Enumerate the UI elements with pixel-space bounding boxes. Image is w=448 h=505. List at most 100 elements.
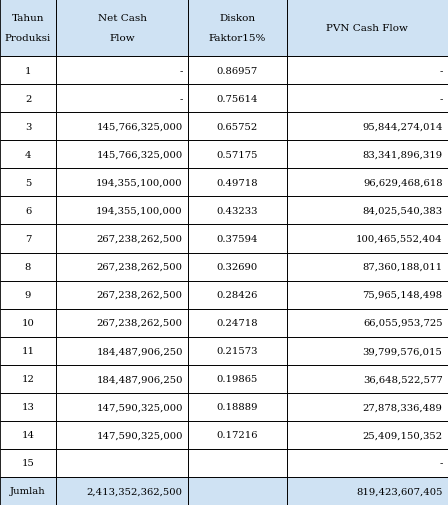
Bar bbox=[0, 449, 56, 477]
Text: 0.19865: 0.19865 bbox=[217, 375, 258, 383]
Text: 36,648,522,577: 36,648,522,577 bbox=[363, 375, 443, 383]
Text: 96,629,468,618: 96,629,468,618 bbox=[363, 179, 443, 187]
Bar bbox=[0, 0, 56, 57]
Bar bbox=[56, 113, 188, 141]
Bar bbox=[56, 337, 188, 365]
Text: 0.49718: 0.49718 bbox=[217, 179, 258, 187]
Text: 0.24718: 0.24718 bbox=[217, 319, 258, 328]
Bar bbox=[0, 225, 56, 253]
Bar bbox=[0, 85, 56, 113]
Bar bbox=[0, 253, 56, 281]
Text: 15: 15 bbox=[22, 459, 34, 468]
Bar bbox=[188, 85, 287, 113]
Bar bbox=[188, 141, 287, 169]
Text: 184,487,906,250: 184,487,906,250 bbox=[96, 375, 183, 383]
Bar bbox=[287, 337, 448, 365]
Bar bbox=[56, 141, 188, 169]
Text: 75,965,148,498: 75,965,148,498 bbox=[362, 290, 443, 299]
Text: 0.57175: 0.57175 bbox=[217, 150, 258, 160]
Text: 2,413,352,362,500: 2,413,352,362,500 bbox=[87, 486, 183, 495]
Text: -: - bbox=[179, 94, 183, 104]
Bar bbox=[56, 57, 188, 85]
Bar bbox=[287, 169, 448, 197]
Text: 0.18889: 0.18889 bbox=[217, 402, 258, 412]
Text: 83,341,896,319: 83,341,896,319 bbox=[362, 150, 443, 160]
Text: 145,766,325,000: 145,766,325,000 bbox=[96, 150, 183, 160]
Text: 194,355,100,000: 194,355,100,000 bbox=[96, 179, 183, 187]
Bar bbox=[0, 393, 56, 421]
Bar bbox=[56, 393, 188, 421]
Text: 267,238,262,500: 267,238,262,500 bbox=[97, 290, 183, 299]
Text: 267,238,262,500: 267,238,262,500 bbox=[97, 319, 183, 328]
Text: 267,238,262,500: 267,238,262,500 bbox=[97, 263, 183, 272]
Text: 147,590,325,000: 147,590,325,000 bbox=[96, 402, 183, 412]
Text: Tahun

Produksi: Tahun Produksi bbox=[5, 14, 51, 43]
Text: 147,590,325,000: 147,590,325,000 bbox=[96, 431, 183, 439]
Bar bbox=[287, 393, 448, 421]
Text: 819,423,607,405: 819,423,607,405 bbox=[356, 486, 443, 495]
Text: 0.43233: 0.43233 bbox=[217, 207, 258, 216]
Text: 0.17216: 0.17216 bbox=[217, 431, 258, 439]
Text: 25,409,150,352: 25,409,150,352 bbox=[362, 431, 443, 439]
Bar bbox=[287, 477, 448, 505]
Bar bbox=[56, 449, 188, 477]
Text: 5: 5 bbox=[25, 179, 31, 187]
Bar bbox=[287, 309, 448, 337]
Bar bbox=[0, 309, 56, 337]
Bar bbox=[56, 477, 188, 505]
Bar bbox=[56, 169, 188, 197]
Text: 0.21573: 0.21573 bbox=[217, 346, 258, 356]
Bar bbox=[188, 0, 287, 57]
Text: 7: 7 bbox=[25, 234, 31, 243]
Bar bbox=[188, 113, 287, 141]
Bar bbox=[188, 477, 287, 505]
Bar bbox=[0, 421, 56, 449]
Bar bbox=[188, 169, 287, 197]
Bar bbox=[287, 421, 448, 449]
Text: 0.37594: 0.37594 bbox=[217, 234, 258, 243]
Bar bbox=[188, 225, 287, 253]
Text: 84,025,540,383: 84,025,540,383 bbox=[362, 207, 443, 216]
Text: 100,465,552,404: 100,465,552,404 bbox=[356, 234, 443, 243]
Text: 194,355,100,000: 194,355,100,000 bbox=[96, 207, 183, 216]
Bar bbox=[56, 309, 188, 337]
Text: 6: 6 bbox=[25, 207, 31, 216]
Bar bbox=[56, 225, 188, 253]
Text: 3: 3 bbox=[25, 123, 31, 131]
Bar bbox=[287, 197, 448, 225]
Bar bbox=[287, 281, 448, 309]
Bar bbox=[188, 309, 287, 337]
Text: 87,360,188,011: 87,360,188,011 bbox=[362, 263, 443, 272]
Bar bbox=[0, 281, 56, 309]
Text: Diskon

Faktor15%: Diskon Faktor15% bbox=[209, 14, 266, 43]
Bar bbox=[188, 253, 287, 281]
Bar bbox=[0, 169, 56, 197]
Bar bbox=[56, 0, 188, 57]
Bar bbox=[0, 477, 56, 505]
Text: 0.65752: 0.65752 bbox=[217, 123, 258, 131]
Bar bbox=[56, 477, 188, 505]
Bar bbox=[188, 421, 287, 449]
Bar bbox=[56, 0, 188, 57]
Bar bbox=[287, 57, 448, 85]
Text: 4: 4 bbox=[25, 150, 31, 160]
Bar bbox=[0, 0, 56, 57]
Bar bbox=[287, 0, 448, 57]
Text: 10: 10 bbox=[22, 319, 34, 328]
Bar bbox=[188, 281, 287, 309]
Bar bbox=[188, 477, 287, 505]
Text: 11: 11 bbox=[22, 346, 34, 356]
Text: -: - bbox=[179, 67, 183, 76]
Bar bbox=[188, 337, 287, 365]
Text: 39,799,576,015: 39,799,576,015 bbox=[363, 346, 443, 356]
Bar bbox=[287, 85, 448, 113]
Text: 95,844,274,014: 95,844,274,014 bbox=[362, 123, 443, 131]
Bar bbox=[56, 253, 188, 281]
Bar bbox=[287, 225, 448, 253]
Text: 12: 12 bbox=[22, 375, 34, 383]
Bar bbox=[56, 365, 188, 393]
Bar bbox=[287, 449, 448, 477]
Bar bbox=[287, 365, 448, 393]
Bar bbox=[0, 365, 56, 393]
Text: -: - bbox=[439, 459, 443, 468]
